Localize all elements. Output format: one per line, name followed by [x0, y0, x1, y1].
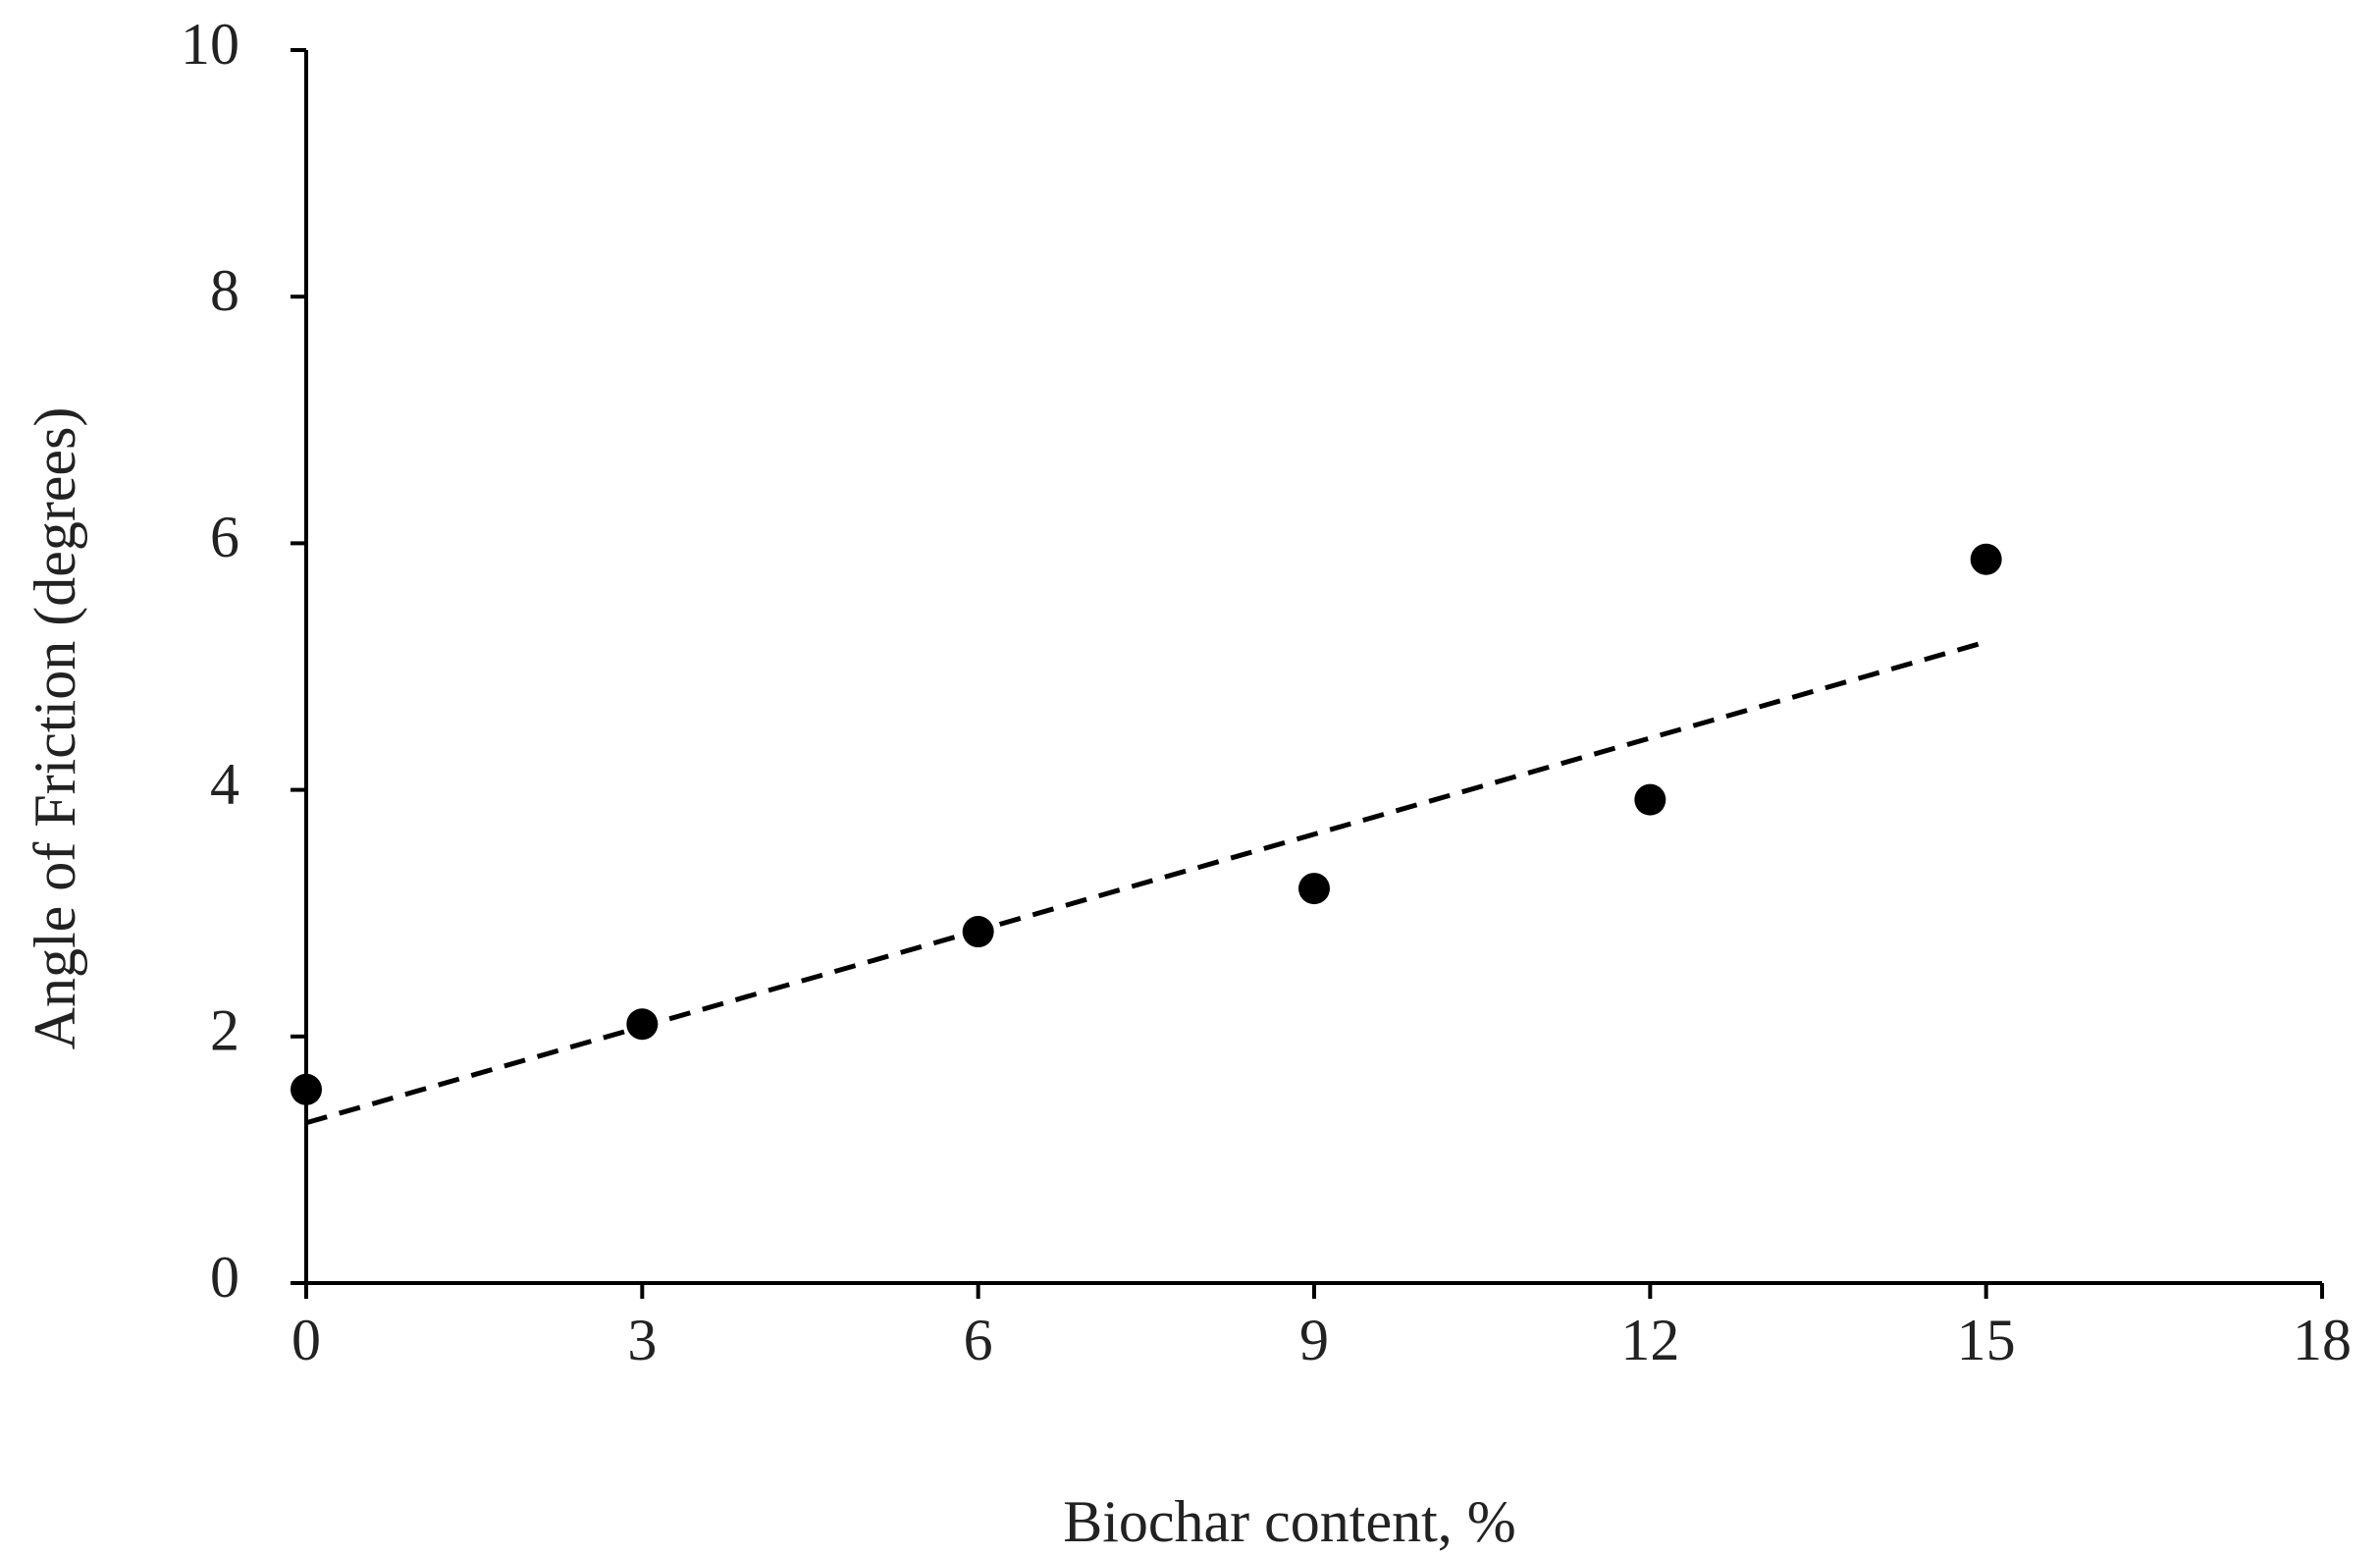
x-tick-label: 15	[1957, 1308, 2016, 1372]
y-tick-label: 2	[210, 998, 239, 1063]
y-tick-label: 8	[210, 258, 239, 323]
y-tick-label: 10	[181, 12, 239, 77]
x-axis-label: Biochar content, %	[1063, 1489, 1516, 1554]
point	[291, 1073, 322, 1105]
y-axis-label: Angle of Friction (degrees)	[23, 407, 87, 1050]
x-tick-label: 6	[964, 1308, 993, 1372]
point	[1298, 873, 1330, 905]
x-tick-label: 9	[1299, 1308, 1329, 1372]
point	[1634, 783, 1666, 816]
point	[626, 1008, 659, 1041]
x-tick-label: 12	[1620, 1308, 1679, 1372]
point	[962, 916, 994, 948]
trendline	[305, 639, 1987, 1126]
y-tick-label: 6	[210, 505, 239, 569]
x-tick-label: 0	[291, 1308, 321, 1372]
x-tick-label: 3	[627, 1308, 657, 1372]
y-tick-label: 4	[210, 751, 239, 816]
point	[1970, 543, 2002, 575]
x-tick-label: 18	[2293, 1308, 2352, 1372]
y-tick-label: 0	[210, 1245, 239, 1310]
